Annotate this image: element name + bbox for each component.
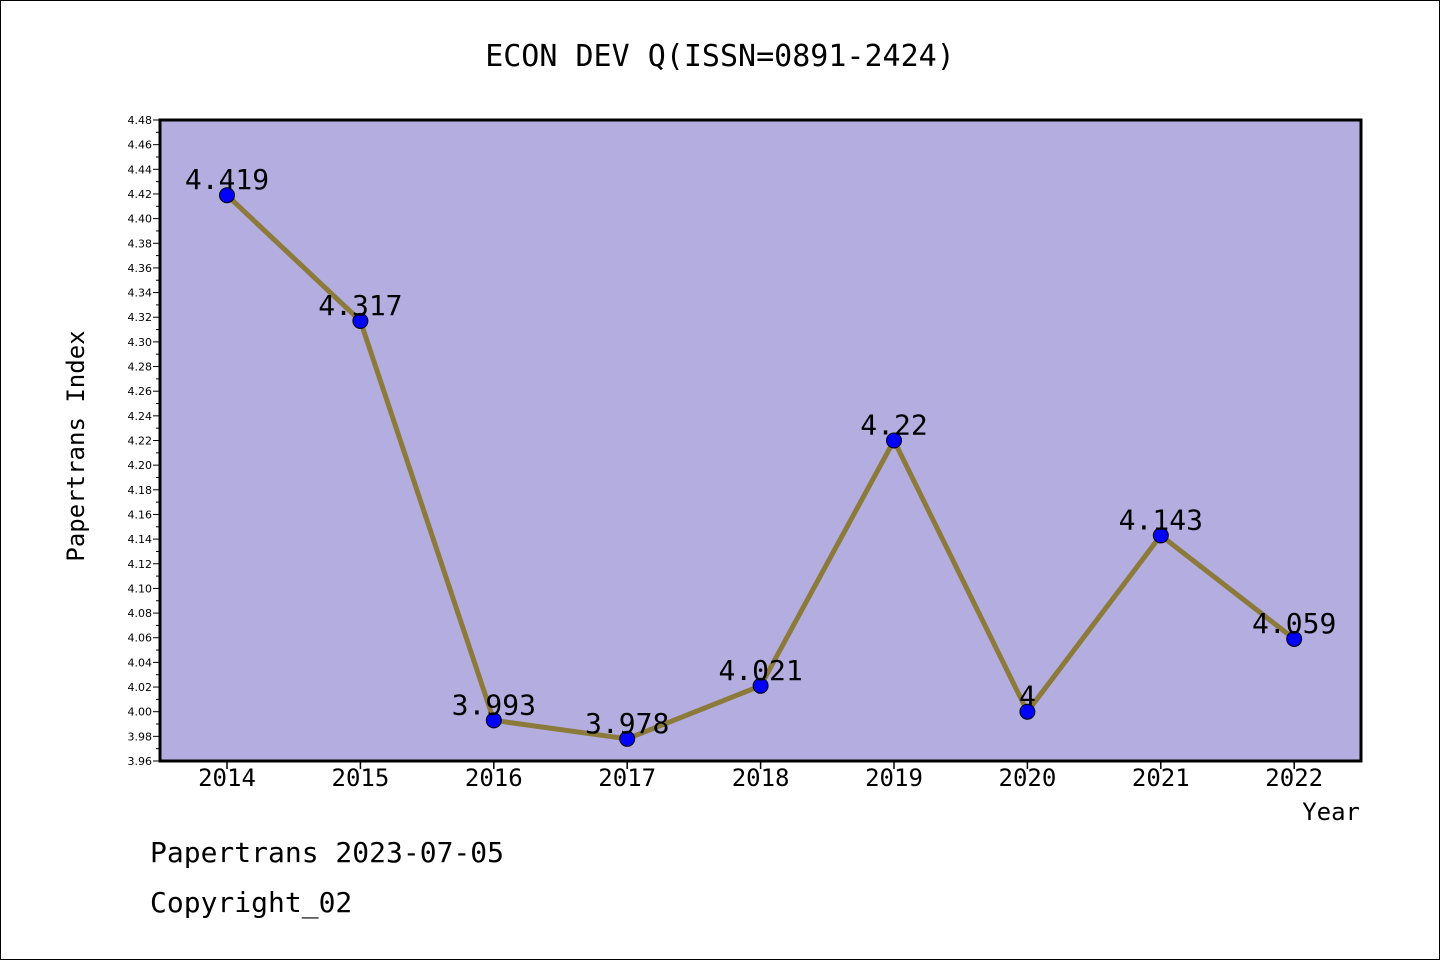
x-tick-label: 2017 (598, 764, 656, 792)
data-label: 4.22 (860, 409, 927, 442)
y-tick-label: 4.40 (128, 213, 153, 226)
x-tick-label: 2019 (865, 764, 923, 792)
x-tick-label: 2016 (465, 764, 523, 792)
y-tick-label: 3.96 (128, 755, 153, 768)
data-label: 4 (1019, 680, 1036, 713)
data-point (886, 432, 902, 449)
data-label: 3.993 (452, 688, 536, 721)
data-label: 4.317 (318, 289, 402, 322)
data-point (1019, 703, 1036, 720)
y-tick-label: 4.08 (128, 607, 153, 620)
data-label: 4.419 (185, 163, 269, 196)
y-tick-label: 4.12 (128, 558, 153, 571)
y-tick-label: 4.28 (128, 361, 153, 374)
footer-copyright: Copyright_02 (150, 886, 353, 919)
y-tick-label: 3.98 (128, 730, 153, 743)
y-tick-label: 4.30 (128, 336, 153, 349)
x-tick-label: 2018 (732, 764, 790, 792)
y-tick-label: 4.32 (128, 311, 153, 324)
y-axis: 3.96 3.98 4.00 4.02 4.04 4.06 4.08 4.10 4.12 4.14… (128, 114, 160, 768)
y-tick-label: 4.48 (128, 114, 153, 127)
y-tick-label: 4.06 (128, 632, 153, 645)
y-tick-label: 4.42 (128, 188, 153, 201)
chart-title: ECON DEV Q(ISSN=0891-2424) (485, 39, 955, 74)
y-tick-label: 4.34 (128, 287, 153, 300)
data-label: 4.143 (1119, 503, 1203, 536)
y-tick-label: 4.04 (128, 656, 153, 669)
x-tick-label: 2015 (332, 764, 390, 792)
y-tick-label: 4.44 (128, 163, 153, 176)
data-labels: 4.419 4.317 3.993 3.978 4.021 4.22 4 4.143 4.059 (185, 163, 1336, 740)
y-tick-label: 4.02 (128, 681, 153, 694)
y-tick-label: 4.38 (128, 237, 153, 250)
data-label: 4.021 (718, 654, 802, 687)
y-tick-label: 4.24 (128, 410, 153, 423)
x-tick-label: 2014 (198, 764, 256, 792)
series-markers (219, 187, 1303, 747)
y-tick-label: 4.00 (128, 706, 153, 719)
data-point (619, 730, 636, 747)
y-axis-label: Papertrans Index (62, 330, 90, 561)
y-tick-label: 4.14 (128, 533, 153, 546)
data-point (485, 712, 502, 729)
data-label: 3.978 (585, 707, 669, 740)
plot-area (158, 118, 1363, 763)
data-label: 4.059 (1252, 607, 1336, 640)
y-tick-label: 4.16 (128, 508, 153, 521)
y-tick-label: 4.26 (128, 385, 153, 398)
x-axis: 2014 2015 2016 2017 2018 2019 2020 2021 2022 (198, 761, 1323, 792)
y-tick-label: 4.46 (128, 139, 153, 152)
x-tick-label: 2022 (1265, 764, 1323, 792)
y-tick-label: 4.10 (128, 582, 153, 595)
x-tick-label: 2021 (1132, 764, 1190, 792)
data-point (1152, 527, 1169, 544)
data-point (219, 187, 235, 204)
x-tick-label: 2020 (999, 764, 1057, 792)
y-tick-label: 4.20 (128, 459, 153, 472)
data-point (752, 677, 769, 694)
y-tick-label: 4.22 (128, 435, 153, 448)
data-point (352, 312, 369, 329)
x-axis-label: Year (1302, 798, 1360, 826)
data-point (1286, 630, 1303, 647)
footer-date: Papertrans 2023-07-05 (150, 836, 505, 869)
y-tick-label: 4.18 (128, 484, 153, 497)
y-tick-label: 4.36 (128, 262, 153, 275)
